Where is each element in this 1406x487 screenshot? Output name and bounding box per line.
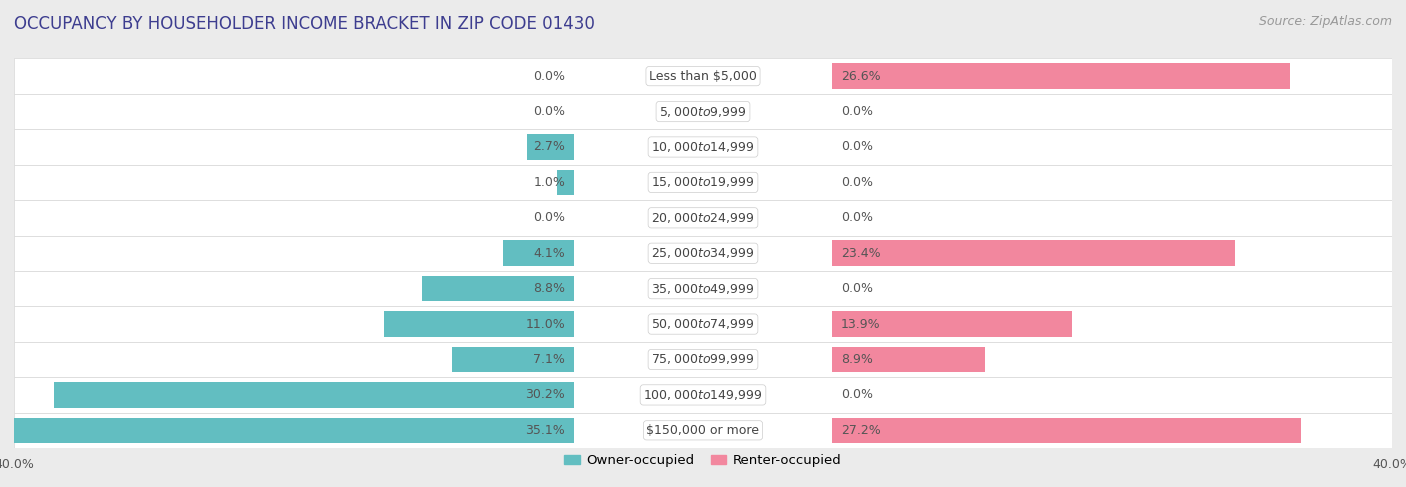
Bar: [14, 377, 1392, 412]
Text: 11.0%: 11.0%: [526, 318, 565, 331]
Bar: [14, 165, 1392, 200]
Bar: [384, 311, 574, 337]
Text: 0.0%: 0.0%: [533, 105, 565, 118]
Text: 0.0%: 0.0%: [533, 70, 565, 83]
Bar: [451, 347, 574, 372]
Bar: [53, 382, 574, 408]
Text: Less than $5,000: Less than $5,000: [650, 70, 756, 83]
Text: 7.1%: 7.1%: [533, 353, 565, 366]
Text: $15,000 to $19,999: $15,000 to $19,999: [651, 175, 755, 189]
Text: $10,000 to $14,999: $10,000 to $14,999: [651, 140, 755, 154]
Text: OCCUPANCY BY HOUSEHOLDER INCOME BRACKET IN ZIP CODE 01430: OCCUPANCY BY HOUSEHOLDER INCOME BRACKET …: [14, 15, 595, 33]
Bar: [0, 417, 574, 443]
Text: $20,000 to $24,999: $20,000 to $24,999: [651, 211, 755, 225]
Bar: [832, 311, 1071, 337]
Text: 8.8%: 8.8%: [533, 282, 565, 295]
Bar: [14, 271, 1392, 306]
Text: $5,000 to $9,999: $5,000 to $9,999: [659, 105, 747, 118]
Text: 2.7%: 2.7%: [533, 140, 565, 153]
Bar: [14, 200, 1392, 236]
Bar: [832, 347, 986, 372]
Legend: Owner-occupied, Renter-occupied: Owner-occupied, Renter-occupied: [560, 449, 846, 472]
Bar: [14, 129, 1392, 165]
Bar: [14, 236, 1392, 271]
Text: 0.0%: 0.0%: [841, 105, 873, 118]
Text: 4.1%: 4.1%: [533, 247, 565, 260]
Text: $35,000 to $49,999: $35,000 to $49,999: [651, 281, 755, 296]
Text: $100,000 to $149,999: $100,000 to $149,999: [644, 388, 762, 402]
Text: 0.0%: 0.0%: [841, 389, 873, 401]
Text: Source: ZipAtlas.com: Source: ZipAtlas.com: [1258, 15, 1392, 28]
Text: $150,000 or more: $150,000 or more: [647, 424, 759, 437]
Text: 35.1%: 35.1%: [526, 424, 565, 437]
Bar: [422, 276, 574, 301]
Text: 0.0%: 0.0%: [841, 140, 873, 153]
Text: 27.2%: 27.2%: [841, 424, 880, 437]
Text: 30.2%: 30.2%: [526, 389, 565, 401]
Text: $50,000 to $74,999: $50,000 to $74,999: [651, 317, 755, 331]
Bar: [14, 306, 1392, 342]
Text: 1.0%: 1.0%: [533, 176, 565, 189]
Bar: [14, 58, 1392, 94]
Text: 26.6%: 26.6%: [841, 70, 880, 83]
Bar: [14, 342, 1392, 377]
Text: 8.9%: 8.9%: [841, 353, 873, 366]
Text: 23.4%: 23.4%: [841, 247, 880, 260]
Bar: [14, 94, 1392, 129]
Bar: [832, 241, 1236, 266]
Text: 0.0%: 0.0%: [841, 211, 873, 225]
Text: 0.0%: 0.0%: [841, 176, 873, 189]
Text: $25,000 to $34,999: $25,000 to $34,999: [651, 246, 755, 260]
Text: 13.9%: 13.9%: [841, 318, 880, 331]
Text: 0.0%: 0.0%: [841, 282, 873, 295]
Text: 0.0%: 0.0%: [533, 211, 565, 225]
Bar: [832, 63, 1291, 89]
Text: $75,000 to $99,999: $75,000 to $99,999: [651, 353, 755, 367]
Bar: [557, 169, 574, 195]
Bar: [527, 134, 574, 160]
Bar: [14, 412, 1392, 448]
Bar: [503, 241, 574, 266]
Bar: [832, 417, 1301, 443]
